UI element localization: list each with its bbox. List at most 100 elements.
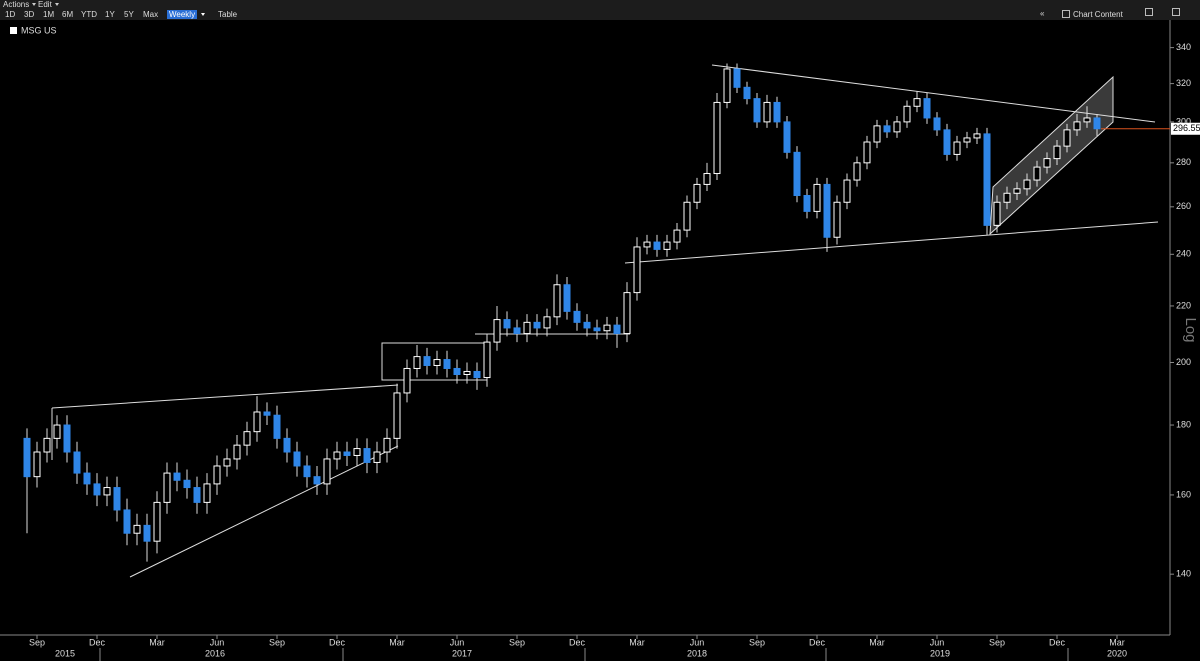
candle-body xyxy=(883,125,891,133)
candle-body xyxy=(823,183,831,238)
candle-body xyxy=(763,101,771,123)
candle-body xyxy=(943,129,951,155)
toolbar-button[interactable]: 1Y xyxy=(105,10,115,19)
x-tick-label: Jun xyxy=(930,637,945,647)
year-label: 2020 xyxy=(1107,648,1127,658)
year-label: 2017 xyxy=(452,648,472,658)
candle-body xyxy=(693,183,701,203)
candle-body xyxy=(283,437,291,453)
y-tick-label: 280 xyxy=(1176,157,1191,167)
candle-body xyxy=(503,319,511,329)
candle-body xyxy=(293,451,301,467)
x-tick-label: Mar xyxy=(629,637,645,647)
candle-body xyxy=(313,476,321,485)
candle-body xyxy=(393,392,401,439)
y-tick-label: 300 xyxy=(1176,116,1191,126)
trendline xyxy=(129,445,399,578)
candle-body xyxy=(43,437,51,453)
x-tick-label: Jun xyxy=(690,637,705,647)
trendline xyxy=(51,384,399,409)
candle-body xyxy=(1053,145,1061,160)
collapse-icon[interactable]: « xyxy=(1040,9,1045,18)
y-tick-label: 140 xyxy=(1176,569,1191,579)
toolbar-button[interactable]: 6M xyxy=(62,10,74,19)
candle-body xyxy=(513,327,521,335)
candle-body xyxy=(233,444,241,460)
candle-body xyxy=(323,458,331,485)
candle-body xyxy=(33,451,41,478)
toolbar-button[interactable]: Max xyxy=(143,10,159,19)
candle-body xyxy=(443,359,451,369)
year-row: 2015 2016 2017 2018 2019 2020 xyxy=(55,648,1127,661)
candle-body xyxy=(673,229,681,243)
candle-body xyxy=(813,183,821,212)
candle-body xyxy=(413,356,421,369)
candle-body xyxy=(563,284,571,312)
candle-body xyxy=(303,465,311,478)
candle-body xyxy=(793,151,801,197)
candle-body xyxy=(963,137,971,143)
toolbar: Actions Edit 1D 3D 1M 6M YTD 1Y 5Y Max Weekly Tab… xyxy=(0,0,1200,20)
toolbar-button[interactable]: YTD xyxy=(81,10,97,19)
candle-body xyxy=(643,241,651,248)
x-tick-label: Jun xyxy=(210,637,225,647)
candle-body xyxy=(343,451,351,456)
candle-body xyxy=(353,448,361,456)
expand-icon[interactable] xyxy=(1172,8,1180,16)
candle-body xyxy=(653,241,661,250)
menu[interactable]: Edit xyxy=(38,0,59,9)
last-price-box xyxy=(1171,122,1200,135)
candle-body xyxy=(613,324,621,335)
drawings xyxy=(51,64,1159,578)
candle-body xyxy=(223,458,231,467)
edit-icon[interactable] xyxy=(1145,8,1153,16)
x-tick-label: Dec xyxy=(329,637,346,647)
candle-body xyxy=(803,195,811,212)
candle-body xyxy=(1023,179,1031,190)
chart-content[interactable]: Chart Content xyxy=(1073,10,1123,19)
candle-body xyxy=(1013,188,1021,194)
legend-label: MSG US xyxy=(21,25,57,35)
candle-body xyxy=(423,356,431,366)
toolbar-button[interactable]: Weekly xyxy=(167,10,198,19)
chart: MSG US Log 2015 2016 2017 2018 2019 2020 140 1… xyxy=(0,20,1200,661)
y-tick-label: 320 xyxy=(1176,78,1191,88)
candle-body xyxy=(463,370,471,375)
candle-body xyxy=(1043,158,1051,168)
candle-body xyxy=(113,487,121,511)
candle-body xyxy=(573,310,581,323)
toolbar-button[interactable]: 1D xyxy=(5,10,16,19)
trendline xyxy=(624,221,1159,264)
x-tick-label: Dec xyxy=(89,637,106,647)
candle-body xyxy=(953,141,961,155)
toolbar-button[interactable]: 5Y xyxy=(124,10,134,19)
candle-body xyxy=(903,105,911,123)
candle-body xyxy=(733,68,741,88)
y-tick-label: 340 xyxy=(1176,42,1191,52)
candle-body xyxy=(603,324,611,332)
x-tick-label: Mar xyxy=(869,637,885,647)
menu[interactable]: Actions xyxy=(3,0,37,9)
candle-body xyxy=(73,451,81,474)
candle-body xyxy=(193,487,201,503)
candle-body xyxy=(153,501,161,542)
candle-body xyxy=(1083,117,1091,123)
candle-body xyxy=(783,121,791,153)
candle-body xyxy=(723,68,731,103)
candle-body xyxy=(473,370,481,379)
candle-body xyxy=(143,524,151,542)
candle-body xyxy=(773,101,781,123)
candle-body xyxy=(633,246,641,294)
toolbar-button[interactable]: 3D xyxy=(24,10,35,19)
candle-body xyxy=(893,121,901,133)
candle-body xyxy=(663,241,671,250)
toolbar-button[interactable]: Table xyxy=(218,10,238,19)
x-tick-label: Sep xyxy=(749,637,765,647)
x-tick-label: Jun xyxy=(450,637,465,647)
candle-body xyxy=(553,284,561,318)
candle-body xyxy=(743,86,751,100)
candle-body xyxy=(483,341,491,379)
toolbar-button[interactable]: 1M xyxy=(43,10,55,19)
x-tick-label: Mar xyxy=(1109,637,1125,647)
x-tick-label: Sep xyxy=(29,637,45,647)
